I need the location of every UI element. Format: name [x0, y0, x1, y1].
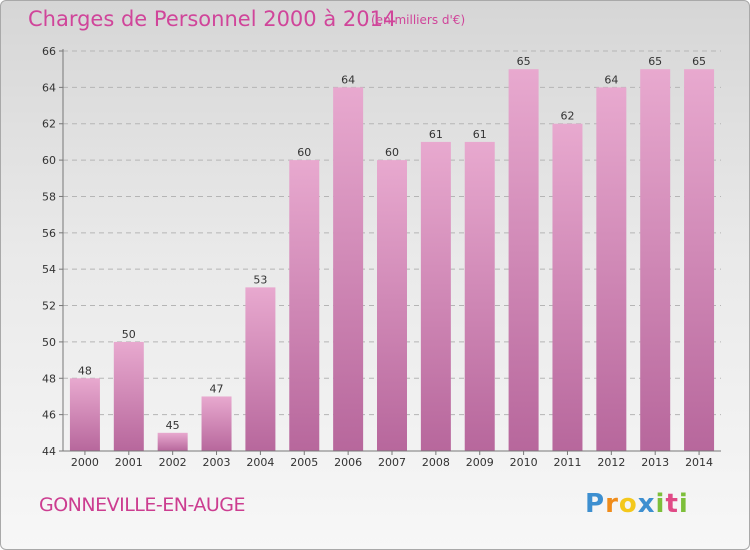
bar	[596, 87, 627, 451]
x-tick-label: 2008	[422, 456, 450, 469]
y-tick-label: 64	[42, 81, 56, 94]
x-tick-label: 2000	[71, 456, 99, 469]
y-tick-label: 54	[42, 263, 56, 276]
data-label: 50	[122, 328, 136, 341]
logo-letter: t	[665, 489, 679, 519]
x-tick-label: 2012	[597, 456, 625, 469]
bar	[333, 87, 364, 451]
bar	[289, 160, 320, 451]
data-label: 65	[648, 55, 662, 68]
data-label: 45	[166, 419, 180, 432]
bars: 48 50 45 47 53 60 64 60 61 61 65 62 64 65 65	[69, 55, 715, 452]
logo-letter: r	[605, 489, 619, 519]
y-tick-label: 50	[42, 336, 56, 349]
x-tick-label: 2004	[246, 456, 274, 469]
bar	[69, 378, 100, 451]
chart-title: Charges de Personnel 2000 à 2014	[28, 7, 397, 31]
data-label: 53	[253, 273, 267, 286]
data-label: 47	[210, 382, 224, 395]
data-label: 60	[297, 146, 311, 159]
x-tick-label: 2007	[378, 456, 406, 469]
bar	[640, 69, 671, 451]
x-tick-label: 2001	[115, 456, 143, 469]
bar	[113, 341, 144, 451]
y-tick-label: 56	[42, 227, 56, 240]
data-label: 48	[78, 364, 92, 377]
bar	[464, 141, 495, 451]
y-tick-label: 46	[42, 409, 56, 422]
x-tick-label: 2002	[159, 456, 187, 469]
data-label: 62	[560, 110, 574, 123]
axes: 44 46 48 50 52 54 56 58 60 62 64 66 2000 2001 2002 2003…	[42, 45, 721, 469]
x-tick-label: 2003	[203, 456, 231, 469]
x-tick-label: 2011	[553, 456, 581, 469]
chart-subtitle: (en milliers d'€)	[371, 13, 466, 27]
bar	[420, 141, 451, 451]
y-tick-label: 66	[42, 45, 56, 58]
logo-letter: i	[678, 489, 689, 519]
y-tick-label: 60	[42, 154, 56, 167]
data-label: 60	[385, 146, 399, 159]
x-tick-label: 2006	[334, 456, 362, 469]
logo-letter: x	[637, 489, 656, 519]
x-tick-label: 2005	[290, 456, 318, 469]
data-label: 65	[517, 55, 531, 68]
bar	[552, 123, 583, 452]
proxiti-logo: Proxiti	[585, 489, 689, 519]
data-label: 61	[473, 128, 487, 141]
y-tick-label: 48	[42, 372, 56, 385]
bar	[508, 69, 539, 451]
y-tick-label: 58	[42, 190, 56, 203]
logo-letter: P	[585, 489, 606, 519]
y-tick-label: 62	[42, 118, 56, 131]
bar	[245, 287, 276, 451]
data-label: 61	[429, 128, 443, 141]
x-tick-label: 2009	[466, 456, 494, 469]
commune-name: GONNEVILLE-EN-AUGE	[39, 494, 246, 516]
y-tick-label: 44	[42, 445, 56, 458]
bar	[201, 396, 232, 451]
data-label: 64	[341, 73, 355, 86]
x-tick-label: 2014	[685, 456, 713, 469]
x-tick-label: 2013	[641, 456, 669, 469]
data-label: 65	[692, 55, 706, 68]
bar	[377, 160, 407, 451]
x-tick-label: 2010	[510, 456, 538, 469]
bar	[684, 69, 715, 451]
bar	[157, 432, 188, 451]
logo-letter: i	[655, 489, 666, 519]
logo-letter: o	[618, 489, 638, 519]
y-tick-label: 52	[42, 300, 56, 313]
data-label: 64	[604, 73, 618, 86]
